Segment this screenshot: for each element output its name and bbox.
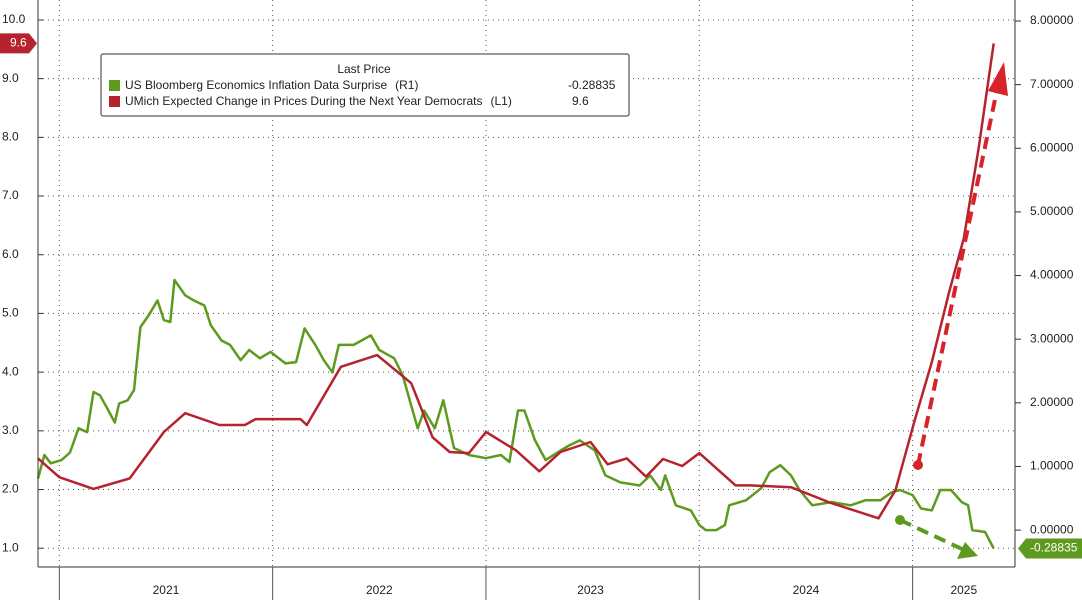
y-tick-label: 1.0 (2, 540, 19, 554)
y-tick-label: 5.0 (2, 306, 19, 320)
legend: Last Price US Bloomberg Economics Inflat… (100, 53, 630, 117)
legend-name: US Bloomberg Economics Inflation Data Su… (125, 78, 387, 92)
legend-entry: UMich Expected Change in Prices During t… (125, 94, 512, 108)
y2-tick-label: 6.00000 (1030, 140, 1074, 154)
legend-title: Last Price (337, 62, 391, 76)
y-tick-label: 7.0 (2, 188, 19, 202)
y2-tick-label: 2.00000 (1030, 395, 1074, 409)
y2-tick-label: 4.00000 (1030, 268, 1074, 282)
x-tick-label: 2025 (950, 583, 977, 597)
y-tick-label: 4.0 (2, 364, 19, 378)
y2-tick-label: 0.00000 (1030, 522, 1074, 536)
y-tick-label: 3.0 (2, 423, 19, 437)
x-tick-label: 2022 (366, 583, 393, 597)
legend-value: 9.6 (572, 94, 589, 108)
legend-axis-tag: (L1) (491, 94, 512, 108)
y-tick-label: 8.0 (2, 130, 19, 144)
green-arrow-dot (895, 515, 905, 525)
y2-tick-label: 3.00000 (1030, 331, 1074, 345)
y-tick-label: 9.0 (2, 71, 19, 85)
red-arrowhead (988, 62, 1008, 96)
legend-name: UMich Expected Change in Prices During t… (125, 94, 483, 108)
y2-tick-label: 5.00000 (1030, 204, 1074, 218)
line-layer (36, 43, 995, 550)
x-tick-label: 2023 (577, 583, 604, 597)
legend-swatch (109, 96, 120, 107)
legend-box (100, 53, 630, 117)
y2-tick-label: 7.00000 (1030, 77, 1074, 91)
last-price-label: 9.6 (10, 36, 27, 50)
grid-layer (38, 0, 1021, 567)
last-price-tag (1018, 538, 1082, 559)
red-arrow-dot (913, 460, 923, 470)
legend-entry: US Bloomberg Economics Inflation Data Su… (125, 78, 418, 92)
green-arrow (899, 518, 963, 551)
y-tick-label: 6.0 (2, 247, 19, 261)
y-tick-label: 2.0 (2, 482, 19, 496)
legend-axis-tag: (R1) (395, 78, 418, 92)
last-price-label: -0.28835 (1030, 541, 1078, 555)
annotation-arrows (895, 62, 1008, 559)
legend-value: -0.28835 (568, 78, 616, 92)
tag-layer: -0.28835 9.6 (0, 33, 1082, 559)
series-line (37, 43, 995, 520)
y2-tick-label: 1.00000 (1030, 459, 1074, 473)
green-arrowhead (957, 542, 978, 559)
x-tick-label: 2021 (153, 583, 180, 597)
red-arrow (916, 89, 999, 466)
y-tick-label: 10.0 (2, 12, 26, 26)
last-price-tag (0, 33, 37, 54)
y2-tick-label: 8.00000 (1030, 13, 1074, 27)
legend-swatch (109, 80, 120, 91)
x-tick-label: 2024 (793, 583, 820, 597)
